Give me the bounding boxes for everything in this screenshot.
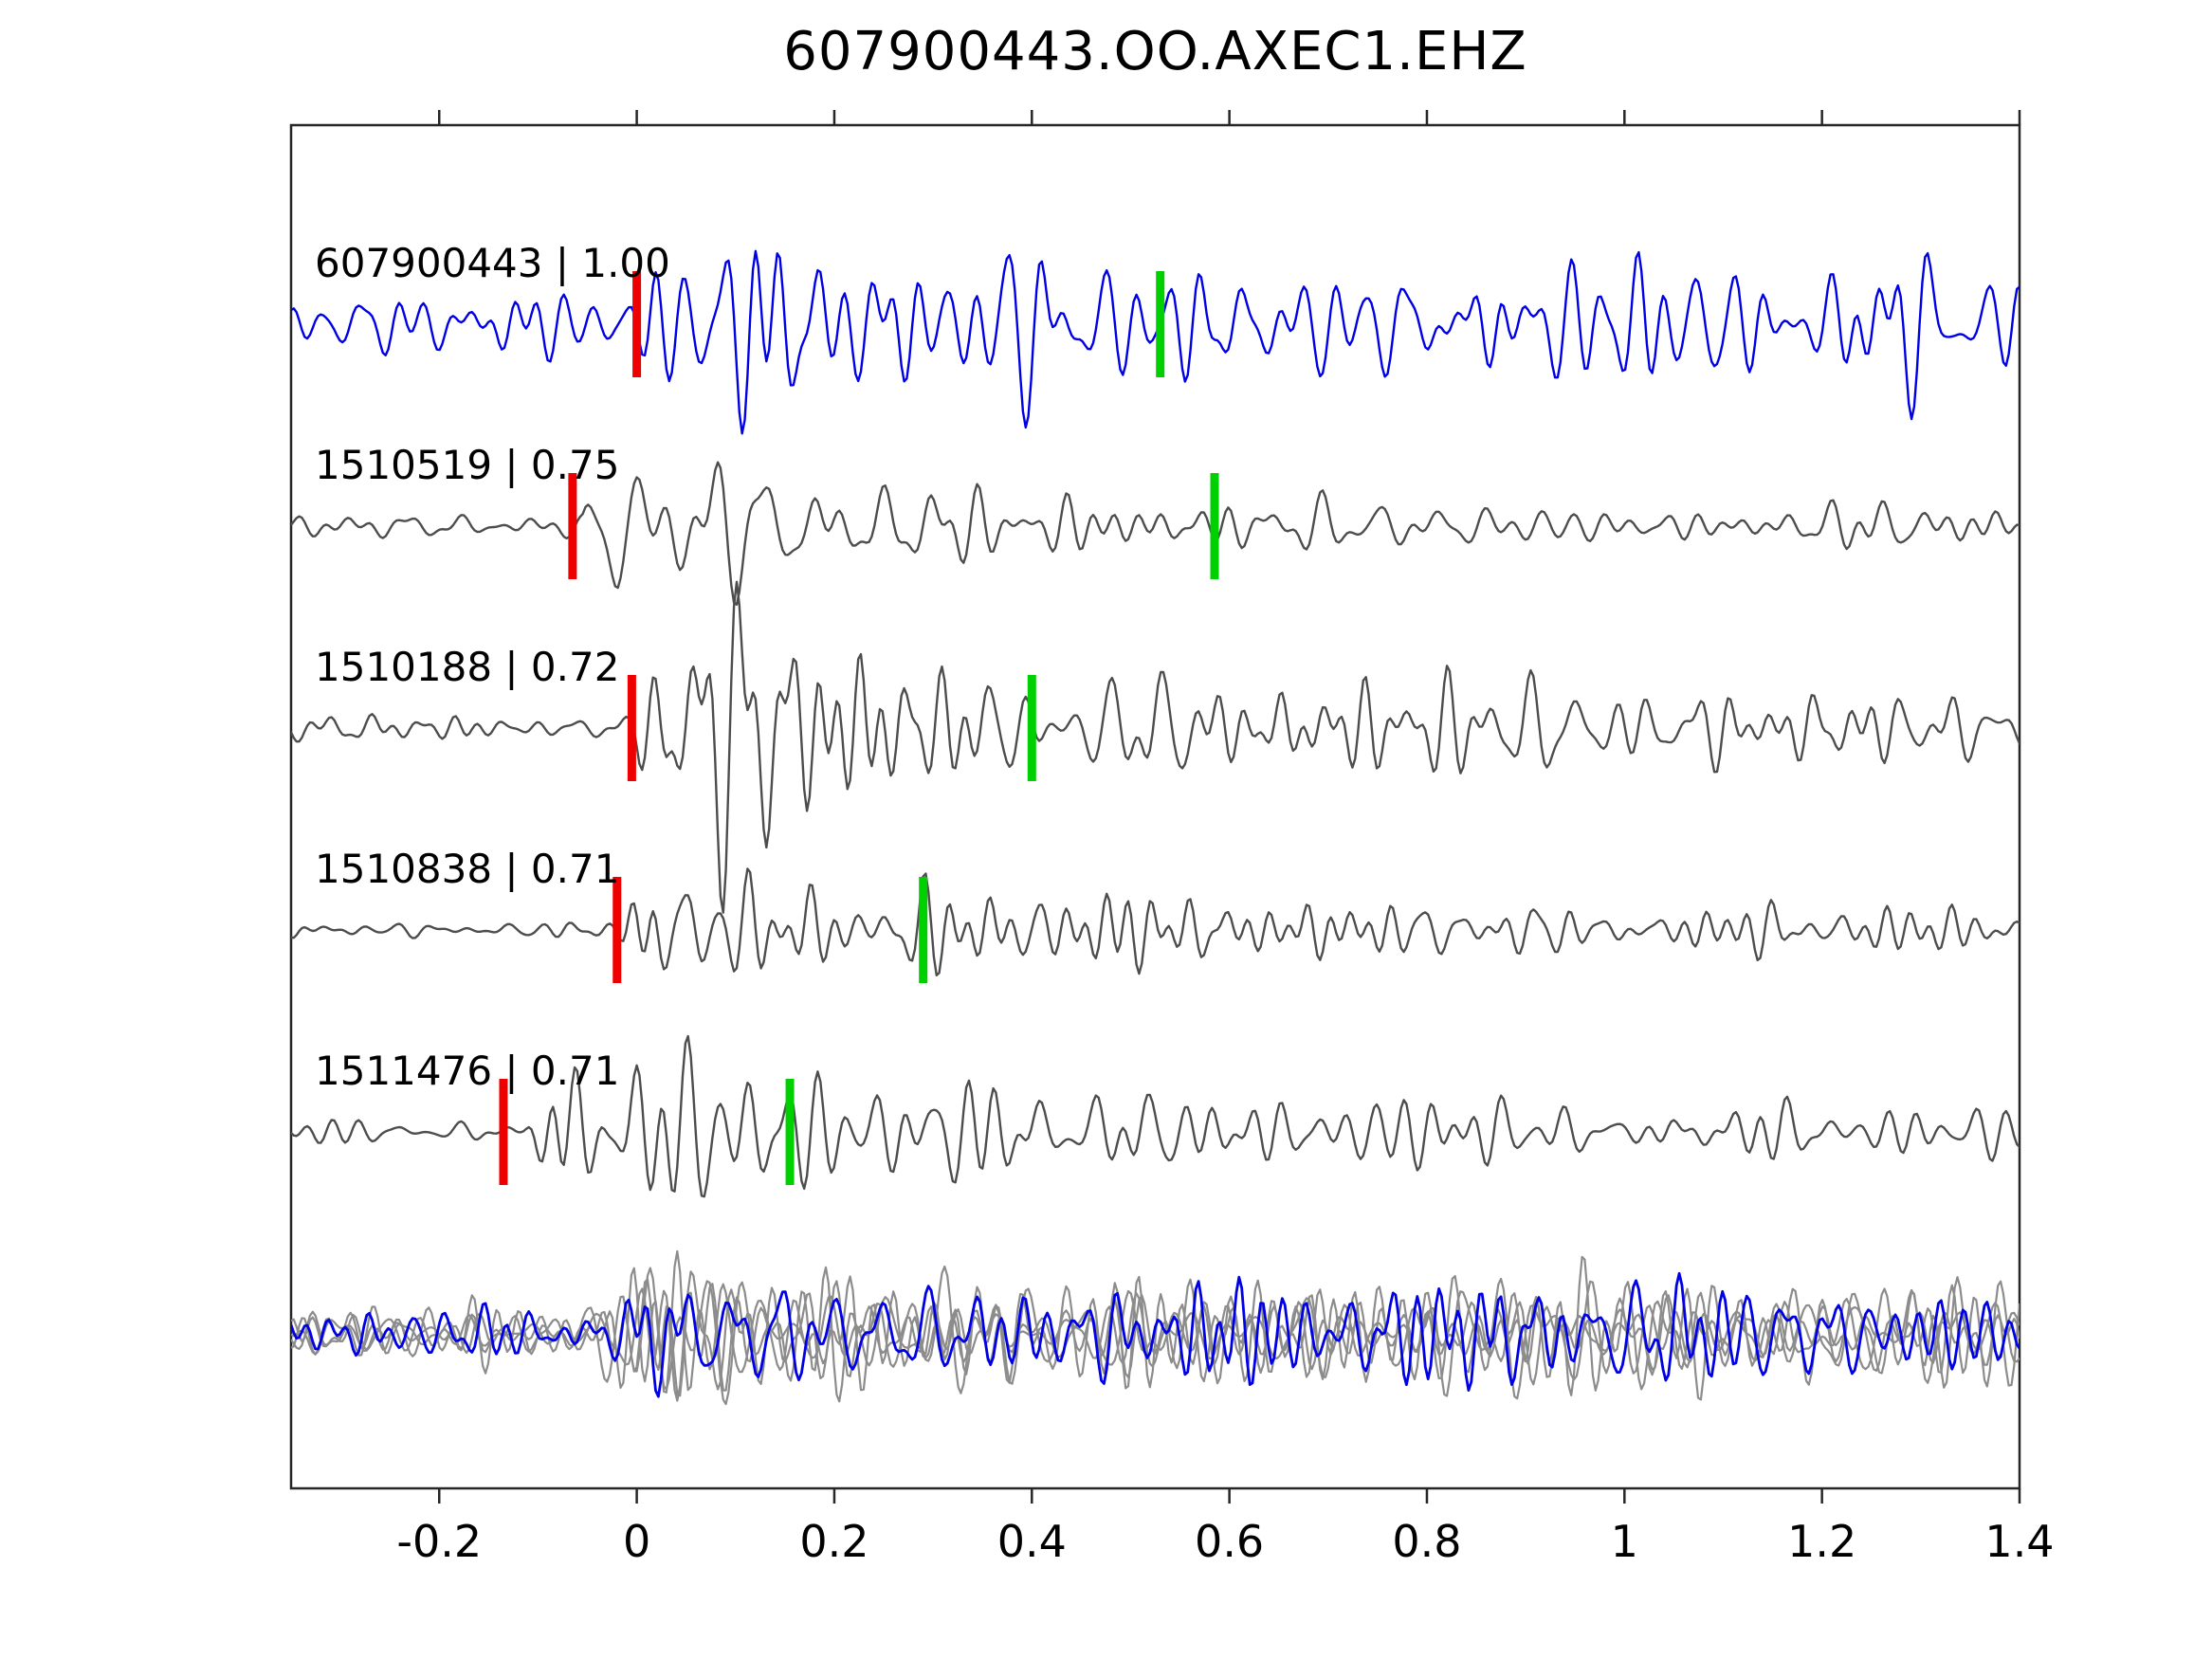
overlay-stack [291,1249,2020,1406]
x-tick-label: 1.4 [1984,1516,2054,1567]
trace-label: 1510838 | 0.71 [315,846,619,892]
trace-1511476: 1511476 | 0.71 [291,1034,2020,1198]
x-tick-label: 0.8 [1392,1516,1461,1567]
trace-label: 607900443 | 1.00 [315,240,670,286]
waveform [291,580,2020,914]
waveform [291,249,2020,435]
overlay-blue-waveform [291,1271,2020,1398]
trace-1510519: 1510519 | 0.75 [291,442,2020,606]
x-tick-label: 1.2 [1787,1516,1856,1567]
trace-label: 1510519 | 0.75 [315,442,619,488]
trace-label: 1510188 | 0.72 [315,644,619,690]
x-tick-label: -0.2 [396,1516,482,1567]
x-tick-label: 0.2 [799,1516,868,1567]
x-tick-label: 0.6 [1195,1516,1264,1567]
waveform [291,461,2020,606]
trace-1510838: 1510838 | 0.71 [291,846,2020,983]
waveform [291,1034,2020,1198]
overlay-gray-waveform [291,1266,2020,1403]
waveform-layer: 607900443 | 1.00 1510519 | 0.75 1510188 | … [291,240,2020,1406]
waveform [291,867,2020,976]
x-tick-label: 0.4 [997,1516,1067,1567]
x-tick-label: 1 [1611,1516,1638,1567]
trace-607900443: 607900443 | 1.00 [291,240,2020,435]
x-tick-label: 0 [623,1516,650,1567]
chart-title: 607900443.OO.AXEC1.EHZ [783,21,1527,82]
plot-border [289,123,2021,1490]
trace-label: 1511476 | 0.71 [315,1048,619,1094]
trace-1510188: 1510188 | 0.72 [291,580,2020,914]
